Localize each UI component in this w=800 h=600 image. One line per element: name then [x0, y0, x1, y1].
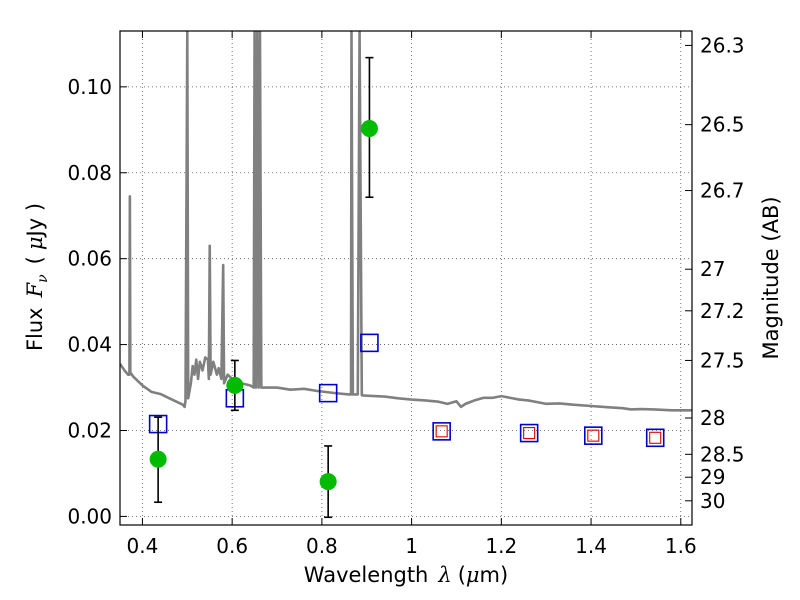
y2-tick-label-5: 27.5 — [700, 348, 745, 372]
y-axis-title-unit-open: ( — [23, 256, 47, 264]
y2-tick-label-7: 28.5 — [700, 442, 745, 466]
x-tick-label-4: 1.2 — [485, 534, 517, 558]
x-axis-title-symbol: λ — [437, 563, 451, 587]
observed-point-2 — [319, 445, 337, 519]
observed-marker-2 — [319, 473, 337, 491]
observed-point-0 — [149, 416, 167, 504]
model-photometry-box-4 — [432, 422, 451, 441]
x-axis-title: Wavelength λ (μm) — [304, 563, 508, 587]
x-axis-title-unit-rest: m) — [480, 563, 509, 587]
y2-tick-label-4: 27.2 — [700, 299, 745, 323]
observed-point-1 — [226, 359, 244, 412]
model-inner-box-3 — [649, 431, 662, 444]
y-tick-label-3: 0.06 — [67, 247, 112, 271]
y-axis-title-prefix: Flux — [23, 307, 47, 351]
y-axis-title-unit-mu: μ — [23, 236, 47, 250]
model-inner-box-1 — [523, 427, 536, 440]
model-spectrum-line — [120, 31, 692, 412]
model-photometry-box-6 — [584, 426, 603, 445]
x-axis-title-unit-mu: μ — [466, 563, 480, 587]
observed-point-3 — [360, 56, 378, 199]
y2-tick-label-3: 27 — [700, 257, 725, 281]
y2-tick-label-0: 26.3 — [700, 33, 745, 57]
y-tick-label-1: 0.02 — [67, 418, 112, 442]
y2-tick-label-6: 28 — [700, 406, 725, 430]
model-photometry-box-7 — [645, 428, 665, 448]
y2-tick-label-9: 30 — [700, 489, 725, 513]
plot-frame — [119, 30, 693, 526]
observed-marker-1 — [226, 376, 244, 394]
x-axis-title-prefix: Wavelength — [304, 563, 429, 587]
plot-area — [120, 31, 692, 519]
observed-marker-3 — [360, 120, 378, 138]
y-axis-title: Flux Fν ( μJy ) — [23, 203, 51, 351]
x-tick-labels: 0.4 0.6 0.8 1 1.2 1.4 1.6 — [127, 534, 697, 558]
y-axis-title-subscript: ν — [35, 274, 51, 283]
y2-tick-label-2: 26.7 — [700, 179, 745, 203]
model-photometry-box-3 — [360, 333, 379, 353]
y2-tick-label-1: 26.5 — [700, 113, 745, 137]
y2-tick-label-8: 29 — [700, 465, 725, 489]
x-tick-label-5: 1.4 — [575, 534, 607, 558]
x-tick-label-0: 0.4 — [127, 534, 159, 558]
observed-marker-0 — [149, 450, 167, 468]
x-axis-title-unit-open: ( — [458, 563, 466, 587]
model-inner-box-0 — [435, 425, 448, 438]
y-axis-title-unit-rest: Jy ) — [23, 203, 47, 239]
y-tick-label-0: 0.00 — [67, 504, 112, 528]
y2-axis-title: Magnitude (AB) — [759, 196, 783, 359]
model-photometry-box-5 — [519, 423, 539, 443]
x-tick-label-6: 1.6 — [665, 534, 697, 558]
y-tick-label-2: 0.04 — [67, 333, 112, 357]
x-tick-label-3: 1 — [405, 534, 418, 558]
x-tick-label-2: 0.8 — [306, 534, 338, 558]
model-inner-box-2 — [587, 429, 600, 442]
y-tick-labels: 0.00 0.02 0.04 0.06 0.08 0.10 — [67, 75, 112, 529]
y-tick-label-4: 0.08 — [67, 161, 112, 185]
y-tick-label-5: 0.10 — [67, 75, 112, 99]
y-axis-title-symbol: F — [23, 281, 47, 298]
x-tick-label-1: 0.6 — [216, 534, 248, 558]
model-photometry-box-2 — [318, 383, 338, 403]
tick-marks — [120, 31, 692, 525]
